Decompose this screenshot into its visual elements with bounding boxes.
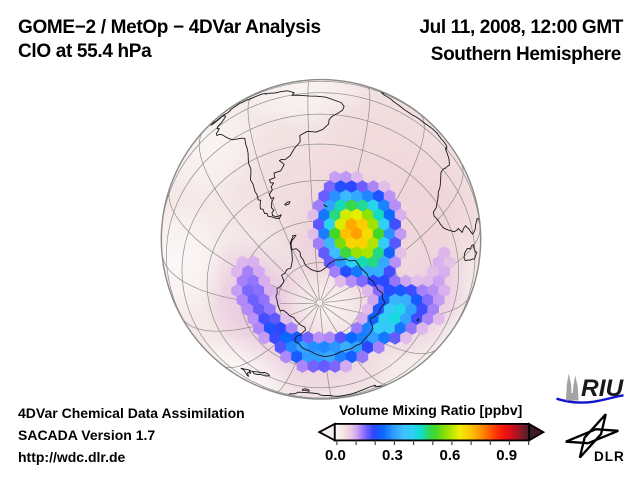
svg-text:DLR: DLR (594, 449, 625, 464)
svg-text:RIU: RIU (581, 375, 625, 402)
